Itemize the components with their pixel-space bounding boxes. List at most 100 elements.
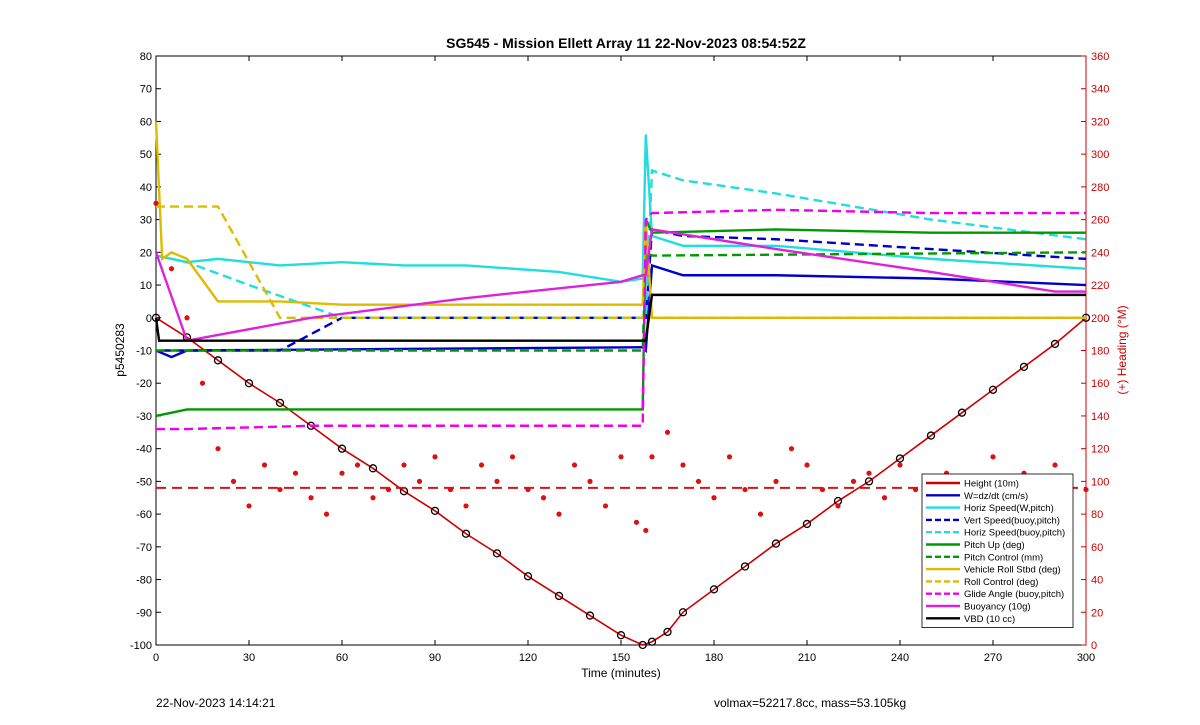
- heading-point: [432, 454, 438, 460]
- heading-point: [912, 486, 919, 493]
- y-tick-label-right: 100: [1091, 476, 1109, 488]
- heading-point: [261, 462, 268, 468]
- heading-point: [308, 495, 314, 501]
- heading-point: [416, 478, 423, 484]
- x-tick-label: 150: [612, 652, 630, 664]
- y-tick-label: -70: [136, 542, 152, 554]
- heading-point: [587, 478, 593, 484]
- heading-point: [184, 315, 190, 321]
- y-axis-label-right: (+) Heading (°M): [1115, 305, 1129, 394]
- height-marker: [275, 398, 285, 408]
- y-tick-label: 70: [140, 84, 152, 96]
- heading-point: [695, 478, 702, 484]
- series-line-1: [155, 263, 1087, 359]
- y-tick-label: 40: [140, 182, 152, 194]
- heading-point: [323, 511, 330, 517]
- legend-label: Vehicle Roll Stbd (deg): [964, 565, 1061, 576]
- y-axis-right: 3603403203002802602402202001801601401201…: [1081, 51, 1109, 652]
- y-tick-label-right: 220: [1091, 280, 1109, 292]
- y-tick-label: -50: [136, 476, 152, 488]
- x-tick-label: 30: [243, 652, 255, 664]
- heading-point: [643, 527, 649, 534]
- series-line-0: [155, 317, 1087, 646]
- height-marker: [771, 539, 781, 548]
- height-marker: [430, 506, 440, 515]
- y-tick-label-right: 200: [1091, 313, 1109, 325]
- height-marker: [802, 519, 812, 529]
- heading-point: [354, 462, 361, 468]
- heading-point: [990, 454, 996, 460]
- y-tick-label-right: 120: [1091, 444, 1109, 456]
- legend-label: W=dz/dt (cm/s): [964, 491, 1028, 502]
- x-tick-label: 180: [705, 652, 723, 664]
- heading-point: [1083, 486, 1089, 493]
- y-tick-label: -10: [136, 346, 152, 358]
- heading-point: [153, 200, 159, 206]
- y-tick-label: 0: [146, 313, 152, 325]
- heading-point: [1052, 462, 1058, 468]
- heading-point: [556, 511, 562, 517]
- heading-point: [447, 486, 454, 493]
- heading-point: [509, 454, 516, 460]
- y-tick-label: -90: [136, 607, 152, 619]
- height-marker: [988, 385, 998, 394]
- y-tick-label: -20: [136, 378, 152, 390]
- height-marker: [213, 356, 223, 365]
- y-tick-label-right: 280: [1091, 182, 1109, 194]
- heading-point: [525, 486, 531, 493]
- heading-point: [277, 486, 283, 493]
- heading-point: [540, 495, 547, 501]
- y-tick-label: 60: [140, 116, 152, 128]
- y-tick-label: 30: [140, 215, 152, 227]
- heading-point: [339, 470, 345, 476]
- legend-label: Horiz Speed(W,pitch): [964, 503, 1054, 514]
- y-tick-label-right: 360: [1091, 51, 1109, 63]
- y-tick-label-right: 340: [1091, 84, 1109, 96]
- height-marker: [663, 627, 672, 637]
- height-marker: [616, 631, 626, 640]
- legend-label: Vert Speed(buoy,pitch): [964, 515, 1060, 526]
- y-tick-label-right: 180: [1091, 346, 1109, 358]
- height-marker: [638, 640, 647, 650]
- height-marker: [864, 477, 874, 486]
- heading-point: [370, 495, 376, 501]
- height-marker: [554, 591, 564, 601]
- heading-point: [246, 503, 252, 509]
- legend: Height (10m)W=dz/dt (cm/s)Horiz Speed(W,…: [921, 473, 1074, 629]
- heading-point: [571, 462, 578, 468]
- legend-label: Pitch Control (mm): [964, 552, 1043, 563]
- series-line-3: [162, 227, 1087, 352]
- heading-point: [866, 470, 872, 476]
- y-tick-label: -100: [130, 640, 152, 652]
- height-marker: [678, 608, 688, 617]
- y-tick-label: 50: [140, 149, 152, 161]
- y-tick-label: -30: [136, 411, 152, 423]
- y-tick-label-right: 140: [1091, 411, 1109, 423]
- height-marker: [523, 572, 533, 581]
- heading-point: [168, 266, 175, 272]
- x-tick-label: 120: [519, 652, 537, 664]
- heading-point: [618, 454, 624, 460]
- y-tick-label-right: 80: [1091, 509, 1103, 521]
- heading-point: [819, 486, 826, 493]
- height-marker: [368, 464, 378, 473]
- series-line-7: [154, 121, 1086, 319]
- heading-point: [835, 503, 841, 509]
- heading-point: [478, 462, 485, 468]
- heading-point: [633, 519, 640, 525]
- height-marker: [244, 379, 254, 388]
- y-axis-label-left: p5450283: [113, 323, 127, 377]
- series-line-10: [154, 228, 1086, 343]
- heading-point: [602, 503, 609, 509]
- x-axis-label: Time (minutes): [581, 666, 661, 680]
- legend-label: VBD (10 cc): [964, 614, 1015, 625]
- x-tick-label: 0: [153, 652, 159, 664]
- series-line-6: [156, 250, 1087, 352]
- footer-date: 22-Nov-2023 14:14:21: [156, 696, 276, 710]
- x-tick-label: 270: [984, 652, 1002, 664]
- legend-label: Glide Angle (buoy,pitch): [964, 589, 1064, 600]
- y-tick-label-right: 320: [1091, 116, 1109, 128]
- height-marker: [337, 444, 347, 453]
- y-tick-label: 80: [140, 51, 152, 63]
- heading-point: [292, 470, 299, 476]
